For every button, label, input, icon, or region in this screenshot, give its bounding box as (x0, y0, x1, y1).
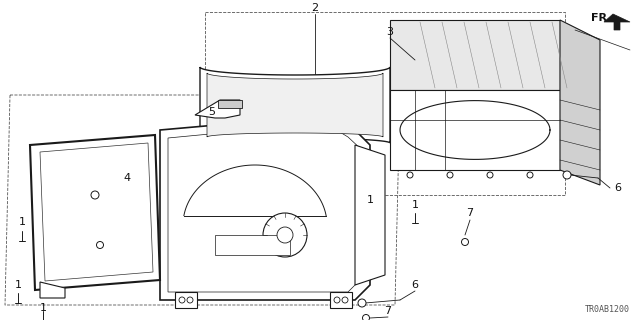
Polygon shape (168, 123, 362, 292)
Polygon shape (215, 235, 290, 255)
Text: 2: 2 (312, 3, 319, 13)
Text: 4: 4 (124, 173, 131, 183)
Circle shape (527, 172, 533, 178)
Polygon shape (218, 100, 242, 108)
Polygon shape (40, 282, 65, 298)
Circle shape (461, 238, 468, 245)
Circle shape (91, 191, 99, 199)
Circle shape (447, 172, 453, 178)
Text: 6: 6 (412, 280, 419, 290)
Polygon shape (195, 100, 240, 118)
Text: 1: 1 (367, 195, 374, 205)
Polygon shape (160, 115, 370, 300)
Polygon shape (390, 20, 560, 90)
Polygon shape (207, 73, 383, 137)
Circle shape (563, 171, 571, 179)
Circle shape (179, 297, 185, 303)
Circle shape (487, 172, 493, 178)
Text: 6: 6 (614, 183, 621, 193)
Circle shape (407, 172, 413, 178)
Circle shape (263, 213, 307, 257)
Text: 1: 1 (15, 280, 22, 290)
Polygon shape (355, 145, 385, 285)
Text: 7: 7 (385, 306, 392, 316)
Text: TR0AB1200: TR0AB1200 (585, 305, 630, 314)
Text: 7: 7 (467, 208, 474, 218)
Circle shape (334, 297, 340, 303)
Text: FR.: FR. (591, 13, 611, 23)
Polygon shape (330, 292, 352, 308)
Text: 1: 1 (40, 303, 47, 313)
Text: 1: 1 (412, 200, 419, 210)
Polygon shape (604, 14, 630, 30)
Circle shape (358, 299, 366, 307)
Circle shape (97, 242, 104, 249)
Circle shape (187, 297, 193, 303)
Circle shape (277, 227, 293, 243)
Circle shape (362, 315, 369, 320)
Text: 5: 5 (209, 107, 216, 117)
Text: 3: 3 (387, 27, 394, 37)
Polygon shape (175, 292, 197, 308)
Polygon shape (560, 20, 600, 185)
Polygon shape (200, 67, 390, 143)
Circle shape (342, 297, 348, 303)
Text: 1: 1 (19, 217, 26, 227)
Polygon shape (30, 135, 160, 290)
Polygon shape (390, 90, 560, 170)
Polygon shape (40, 143, 153, 281)
